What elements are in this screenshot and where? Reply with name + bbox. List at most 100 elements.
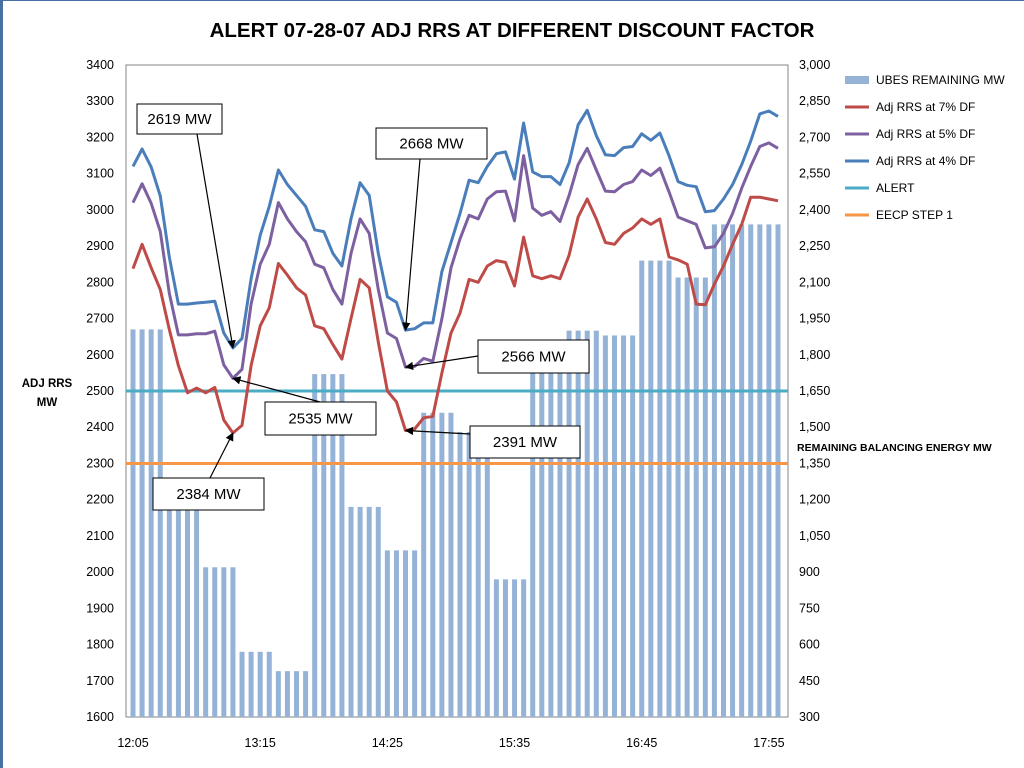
ubes-bar [348, 506, 354, 717]
ubes-bar [157, 329, 163, 717]
callout-box [375, 127, 488, 160]
callout-box [136, 103, 223, 135]
ubes-bar [384, 550, 390, 717]
ubes-bar [711, 224, 717, 717]
ubes-bar [739, 224, 745, 717]
ubes-bar [375, 506, 381, 717]
y-tick-label: 2200 [86, 493, 114, 507]
ubes-bar [666, 260, 672, 717]
callout-label: 2668 MW [399, 136, 464, 153]
ubes-bar [403, 550, 409, 717]
ubes-bar [185, 485, 191, 717]
ubes-bar [730, 224, 736, 717]
ubes-bar [366, 506, 372, 717]
ubes-bar [421, 412, 427, 717]
ubes-bar [539, 364, 545, 717]
legend-label: Adj RRS at 7% DF [876, 100, 975, 114]
y2-tick-label: 2,850 [799, 94, 830, 108]
ubes-bar [466, 432, 472, 717]
y-axis-title-line1: ADJ RRS [22, 378, 73, 390]
ubes-bar [566, 330, 572, 717]
ubes-bar [257, 651, 263, 717]
ubes-bar [648, 260, 654, 717]
ubes-bar [493, 579, 499, 717]
y-tick-label: 2100 [86, 529, 114, 543]
legend-label: ALERT [876, 181, 915, 195]
ubes-bar [575, 330, 581, 717]
ubes-bar [357, 506, 363, 717]
callout-box [264, 401, 377, 436]
ubes-bar [275, 671, 281, 717]
y2-tick-label: 1,800 [799, 348, 830, 362]
y-tick-label: 2600 [86, 348, 114, 362]
series-lines [131, 108, 779, 435]
x-tick-label: 15:35 [499, 736, 530, 750]
ubes-bar [557, 364, 563, 717]
y2-tick-label: 1,050 [799, 529, 830, 543]
ubes-bar [484, 432, 490, 717]
ubes-bar [330, 374, 336, 717]
ubes-bar [312, 374, 318, 717]
ubes-bar [720, 224, 726, 717]
ubes-bar [702, 277, 708, 717]
callout-arrow [232, 376, 321, 403]
ubes-bar [239, 651, 245, 717]
y-tick-label: 3100 [86, 167, 114, 181]
ubes-bar [294, 671, 300, 717]
ubes-bar [230, 567, 236, 717]
x-tick-label: 13:15 [245, 736, 276, 750]
series-line-adj-rrs-at-7-df [131, 195, 779, 435]
x-tick-label: 12:05 [117, 736, 148, 750]
chart-title: ALERT 07-28-07 ADJ RRS AT DIFFERENT DISC… [210, 19, 815, 42]
series-line-adj-rrs-at-5-df [131, 141, 779, 380]
y-tick-label: 1800 [86, 638, 114, 652]
ubes-bar [611, 335, 617, 717]
ubes-bar [175, 485, 181, 717]
ubes-bar [448, 412, 454, 717]
ubes-bar [584, 330, 590, 717]
y2-tick-label: 2,550 [799, 167, 830, 181]
y2-tick-label: 1,200 [799, 493, 830, 507]
y2-tick-label: 900 [799, 565, 820, 579]
bars-layer [130, 224, 781, 717]
callout-box [477, 339, 590, 374]
callouts: 2619 MW 2668 MW 2566 MW 2535 MW 2391 MW 2384 … [136, 103, 590, 511]
ubes-bar [266, 651, 272, 717]
callout-label: 2566 MW [501, 349, 566, 366]
y-tick-label: 3300 [86, 94, 114, 108]
ubes-bar [621, 335, 627, 717]
y-tick-label: 1700 [86, 674, 114, 688]
ubes-bar [430, 412, 436, 717]
series-line-adj-rrs-at-4-df [131, 108, 779, 350]
y2-tick-label: 2,400 [799, 203, 830, 217]
y2-axis-ticks: 300 450 600 750 900 1,050 1,200 1,350 1,500 1,650… [799, 58, 830, 724]
ubes-bar [321, 374, 327, 717]
ubes-bar [639, 260, 645, 717]
y2-axis-title: REMAINING BALANCING ENERGY MW [797, 442, 992, 454]
y2-tick-label: 600 [799, 638, 820, 652]
callout-arrow [404, 355, 479, 371]
ubes-bar [693, 277, 699, 717]
y2-tick-label: 2,250 [799, 239, 830, 253]
ubes-bar [339, 374, 345, 717]
ubes-bar [439, 412, 445, 717]
ubes-bar [630, 335, 636, 717]
callout-box [152, 477, 265, 511]
ubes-bar [530, 364, 536, 717]
y-tick-label: 2700 [86, 312, 114, 326]
callout-label: 2384 MW [176, 486, 241, 503]
y2-tick-label: 3,000 [799, 58, 830, 72]
y-tick-label: 1900 [86, 601, 114, 615]
x-tick-label: 17:55 [753, 736, 784, 750]
ubes-bar [757, 224, 763, 717]
y2-tick-label: 1,350 [799, 456, 830, 470]
y-tick-label: 2500 [86, 384, 114, 398]
callout-arrow [209, 432, 234, 479]
y2-tick-label: 300 [799, 710, 820, 724]
ubes-bar [657, 260, 663, 717]
ubes-bar [139, 329, 145, 717]
ubes-bar [194, 485, 200, 717]
callout-label: 2391 MW [493, 434, 558, 451]
x-tick-label: 14:25 [372, 736, 403, 750]
